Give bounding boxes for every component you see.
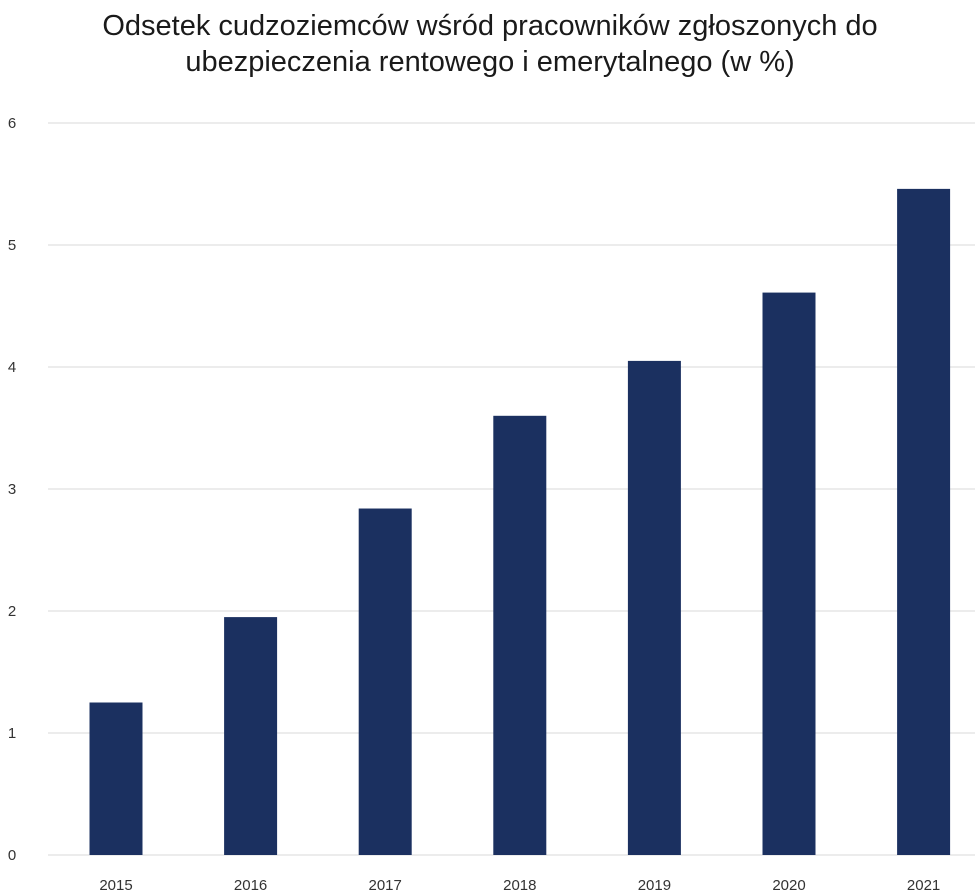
x-axis-ticks: 2015 2016 2017 2018 2019 2020 2021 [99,877,940,894]
bar-2019 [627,360,681,855]
x-tick-label: 2021 [907,877,940,894]
x-tick-label: 2019 [638,877,671,894]
chart-title-line-2: ubezpieczenia rentowego i emerytalnego (… [185,46,795,78]
bars [89,188,951,856]
y-tick-label: 4 [8,359,16,376]
x-tick-label: 2018 [503,877,536,894]
y-tick-label: 3 [8,481,16,498]
bar-2015 [89,702,143,855]
chart-title: Odsetek cudzoziemców wśród pracowników z… [0,8,980,80]
bar-2018 [493,415,547,855]
y-tick-label: 5 [8,237,16,254]
y-tick-label: 0 [8,847,16,864]
x-tick-label: 2020 [772,877,805,894]
x-tick-label: 2016 [234,877,267,894]
y-tick-label: 6 [8,115,16,132]
y-tick-label: 2 [8,603,16,620]
bar-2016 [224,617,278,855]
bar-2020 [762,292,816,856]
bar-2021 [897,188,951,855]
y-tick-label: 1 [8,725,16,742]
y-axis-ticks: 0 1 2 3 4 5 6 [8,115,16,864]
x-tick-label: 2017 [369,877,402,894]
chart-title-line-1: Odsetek cudzoziemców wśród pracowników z… [102,10,878,42]
x-tick-label: 2015 [99,877,132,894]
bar-2017 [358,508,412,855]
